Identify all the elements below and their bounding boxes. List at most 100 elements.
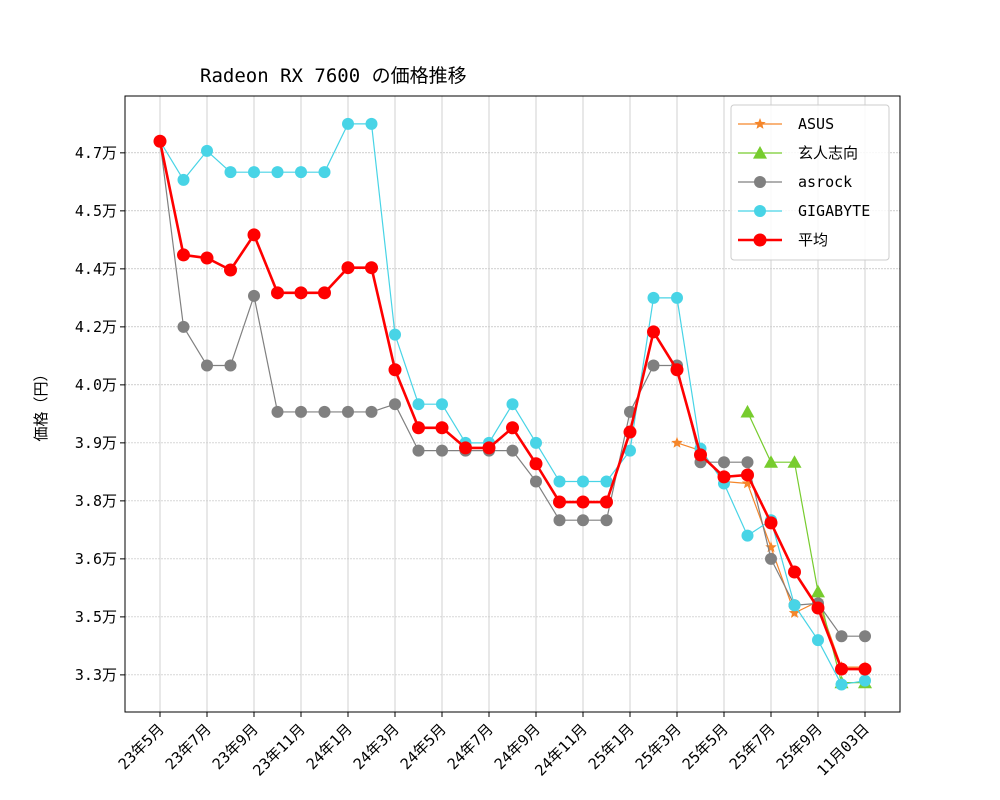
data-point [388,363,402,377]
data-point [788,599,801,612]
data-point [623,425,637,439]
data-point [365,261,378,275]
data-point [764,516,778,530]
data-point [600,475,613,488]
data-point [812,634,824,647]
data-point [177,320,190,333]
data-point [811,584,825,598]
data-point [530,475,542,488]
data-point [741,468,754,482]
y-tick-label: 4.5万 [75,202,117,220]
data-point [365,117,378,130]
data-point [294,286,308,300]
y-tick-label: 3.8万 [75,492,117,510]
legend-label: 平均 [798,231,828,249]
data-point [859,630,871,643]
y-axis: 3.3万 3.5万 3.6万 3.8万 3.9万 4.0万 4.2万 4.4万 4.5万 4.7万 [75,144,125,684]
data-point [412,398,425,411]
data-point [201,144,213,157]
data-point [295,166,307,179]
data-point [436,444,448,457]
data-point [506,444,519,457]
data-point [647,291,660,304]
data-point [624,444,636,457]
data-point [764,455,778,468]
y-tick-label: 4.7万 [75,144,117,162]
data-point [788,607,801,618]
y-tick-label: 3.5万 [75,608,117,626]
legend-marker [753,146,767,159]
data-point [412,444,425,457]
data-point [389,398,401,411]
data-point [741,456,754,469]
data-point [577,475,589,488]
legend-marker [753,233,767,247]
y-tick-label: 4.0万 [75,376,117,394]
chart-title: Radeon RX 7600 の価格推移 [200,65,467,87]
data-point [271,405,284,418]
data-point [271,286,284,300]
data-point [295,405,307,418]
data-point [506,398,519,411]
data-point [835,678,848,691]
data-point [412,421,425,435]
data-point [224,263,237,277]
data-point [201,359,213,372]
data-point [718,456,730,469]
data-point [859,674,871,687]
data-point [577,514,589,527]
data-point [835,630,848,643]
data-point [741,477,754,489]
data-point [342,405,354,418]
data-point [600,514,613,527]
data-point [765,552,777,565]
data-point [389,328,401,341]
data-point [318,286,331,300]
data-point [247,228,261,242]
data-point [248,166,260,179]
legend-label: 玄人志向 [798,144,858,162]
data-point [858,662,872,676]
data-point [153,134,167,148]
data-point [200,251,214,265]
data-point [647,359,660,372]
data-point [482,441,496,455]
data-point [717,470,731,484]
axes-frame [124,95,901,713]
data-point [741,529,754,542]
data-point [224,359,237,372]
legend: ASUS 玄人志向 asrock GIGABYTE 平均 [730,104,890,261]
legend-marker [754,205,766,217]
data-point [365,405,378,418]
series-平均 [153,134,872,676]
legend-marker [754,118,766,129]
data-point [436,398,448,411]
y-tick-label: 4.2万 [75,318,117,336]
data-point [318,166,331,179]
legend-marker [754,176,766,188]
data-point [224,166,237,179]
data-point [694,448,707,462]
data-point [671,436,683,448]
data-point [670,363,684,377]
data-point [600,495,613,509]
series-layer [153,117,872,691]
data-point [788,565,801,579]
series-asrock [154,135,871,643]
data-point [530,436,542,449]
data-point [318,405,331,418]
data-point [553,495,566,509]
grid [125,96,900,712]
data-point [506,421,519,435]
data-point [765,541,777,553]
y-tick-label: 3.6万 [75,550,117,568]
y-tick-label: 3.9万 [75,434,117,452]
y-tick-label: 3.3万 [75,666,117,684]
legend-label: asrock [798,173,852,191]
y-tick-label: 4.4万 [75,260,117,278]
data-point [576,495,590,509]
data-point [740,404,755,418]
data-point [787,455,802,468]
data-point [177,248,190,262]
